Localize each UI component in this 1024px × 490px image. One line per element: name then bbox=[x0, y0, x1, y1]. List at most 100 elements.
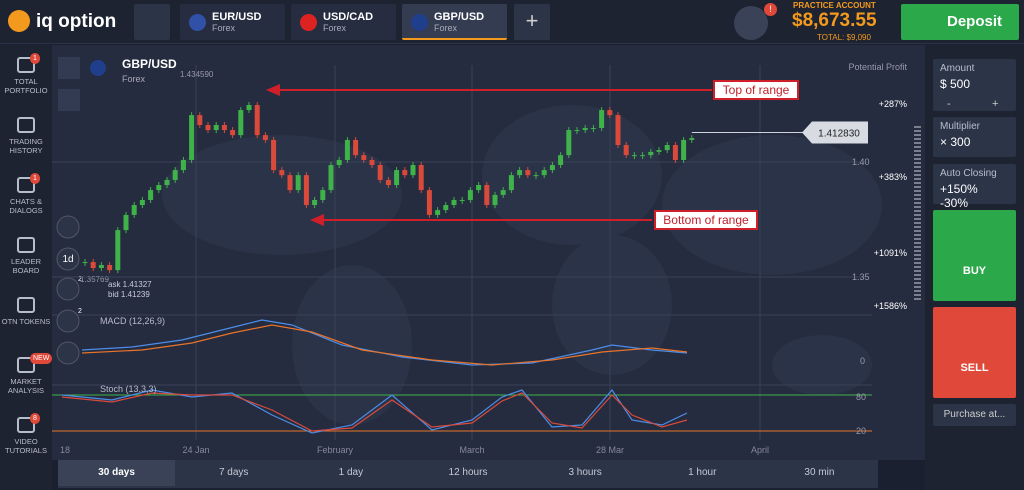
timeframe[interactable]: 30 min bbox=[804, 467, 835, 478]
sidebar-item[interactable]: TRADING HISTORY bbox=[0, 117, 52, 155]
sell-button[interactable]: SELL bbox=[933, 307, 1016, 398]
sidebar-item[interactable]: TOTAL PORTFOLIO 1 bbox=[0, 53, 52, 95]
timeframe[interactable]: 1 day bbox=[338, 467, 364, 478]
icon bbox=[17, 237, 35, 253]
candle bbox=[131, 205, 137, 215]
period-tool[interactable] bbox=[56, 247, 80, 271]
buy-button[interactable]: BUY bbox=[933, 210, 1016, 301]
tab[interactable]: EUR/USD Forex bbox=[180, 4, 285, 40]
sidebar-item[interactable]: CHATS & DIALOGS 1 bbox=[0, 173, 52, 215]
icon bbox=[17, 357, 35, 373]
chart: Top of range Bottom of range GBP/USD For… bbox=[52, 45, 925, 460]
amount-label: Amount bbox=[940, 63, 975, 74]
sidebar-label: TOTAL PORTFOLIO bbox=[4, 77, 48, 95]
x-label: 28 Mar bbox=[596, 445, 624, 455]
stoch-level: 80 bbox=[856, 392, 866, 402]
arrowhead bbox=[266, 84, 280, 96]
candle bbox=[123, 214, 129, 231]
candle bbox=[385, 179, 391, 186]
macd-label: MACD (12,26,9) bbox=[100, 316, 165, 326]
badge: 1 bbox=[30, 173, 40, 184]
candle bbox=[287, 175, 293, 191]
tab[interactable]: USD/CAD Forex bbox=[291, 4, 396, 40]
amount-box[interactable]: Amount $ 500 bbox=[933, 59, 1016, 111]
ask: ask 1.41327 bbox=[108, 280, 152, 289]
close-tool[interactable] bbox=[58, 57, 80, 79]
candle bbox=[148, 190, 154, 200]
candle bbox=[607, 110, 613, 116]
expand-tool[interactable] bbox=[58, 89, 80, 111]
tool[interactable] bbox=[56, 215, 80, 239]
y-tick-label: 1.40 bbox=[852, 157, 870, 167]
tab-kind: Forex bbox=[323, 23, 347, 33]
x-label: April bbox=[751, 445, 769, 455]
plus[interactable]: + bbox=[992, 98, 999, 110]
tab-pair: USD/CAD bbox=[323, 11, 374, 23]
annotation-box bbox=[713, 80, 799, 100]
tool[interactable] bbox=[56, 309, 80, 333]
timeframe[interactable]: 30 days bbox=[58, 460, 176, 486]
camera[interactable] bbox=[734, 6, 768, 40]
candle bbox=[279, 170, 285, 176]
potential-profit: Potential Profit bbox=[848, 62, 907, 72]
pair[interactable]: GBP/USD bbox=[122, 57, 177, 71]
deposit-button[interactable]: Deposit bbox=[901, 4, 1019, 40]
candle bbox=[271, 139, 277, 171]
candle bbox=[238, 110, 244, 136]
sidebar-label: MARKET ANALYSIS bbox=[7, 377, 45, 395]
tool[interactable] bbox=[56, 341, 80, 365]
sidebar-item[interactable]: LEADER BOARD bbox=[0, 237, 52, 275]
candle bbox=[484, 185, 490, 206]
low-label: 1.35769 bbox=[80, 275, 109, 284]
candle bbox=[631, 155, 637, 157]
minus[interactable]: - bbox=[947, 98, 951, 110]
multiplier-box[interactable]: Multiplier × 300 bbox=[933, 117, 1016, 157]
sidebar-item[interactable]: OTN TOKENS bbox=[0, 297, 52, 326]
tool[interactable] bbox=[56, 277, 80, 301]
candle bbox=[459, 199, 465, 201]
multiplier: × 300 bbox=[940, 135, 971, 149]
grid-button[interactable] bbox=[134, 4, 170, 40]
tool-badge: 2 bbox=[78, 308, 82, 315]
badge: 8 bbox=[30, 413, 40, 424]
bid: bid 1.41239 bbox=[108, 290, 150, 299]
candle bbox=[500, 190, 506, 195]
candle bbox=[303, 175, 309, 206]
candle bbox=[246, 105, 252, 111]
timeframe[interactable]: 12 hours bbox=[448, 467, 488, 478]
candle bbox=[672, 145, 678, 160]
timeframe[interactable]: 3 hours bbox=[568, 467, 602, 478]
candle bbox=[254, 105, 260, 136]
timeframe[interactable]: 1 hour bbox=[688, 467, 717, 478]
tab-kind: Forex bbox=[434, 23, 458, 33]
candle bbox=[615, 115, 621, 146]
sidebar-label: CHATS & DIALOGS bbox=[9, 197, 43, 215]
candle bbox=[295, 175, 301, 191]
auto-box[interactable]: Auto Closing +150% -30% bbox=[933, 164, 1016, 210]
purchase-at[interactable]: Purchase at... bbox=[933, 404, 1016, 426]
candle bbox=[82, 262, 88, 264]
current-price: 1.412830 bbox=[818, 129, 860, 140]
badge: NEW bbox=[30, 353, 53, 364]
multiplier-label: Multiplier bbox=[940, 121, 981, 132]
candle bbox=[574, 130, 580, 132]
sidebar-item[interactable]: VIDEO TUTORIALS 8 bbox=[0, 413, 52, 455]
add-tab[interactable]: + bbox=[514, 4, 550, 40]
candle bbox=[98, 265, 104, 269]
sidebar-label: TRADING HISTORY bbox=[9, 137, 43, 155]
timeframe[interactable]: 7 days bbox=[218, 467, 249, 478]
sidebar-item[interactable]: MARKET ANALYSIS NEW bbox=[0, 353, 53, 395]
candle bbox=[549, 165, 555, 171]
tab-active[interactable]: GBP/USD Forex bbox=[402, 4, 507, 40]
candle bbox=[435, 210, 441, 215]
period: 1d bbox=[62, 254, 73, 265]
macd-zero: 0 bbox=[860, 356, 865, 366]
stoch-k bbox=[61, 389, 688, 434]
trade-panel: Amount $ 500 - + Multiplier × 300 Auto Clo… bbox=[925, 45, 1024, 490]
balance[interactable]: $8,673.55 bbox=[792, 10, 877, 31]
auto-label: Auto Closing bbox=[940, 168, 997, 179]
candle bbox=[328, 165, 334, 191]
candle bbox=[541, 170, 547, 176]
candle bbox=[664, 145, 670, 151]
